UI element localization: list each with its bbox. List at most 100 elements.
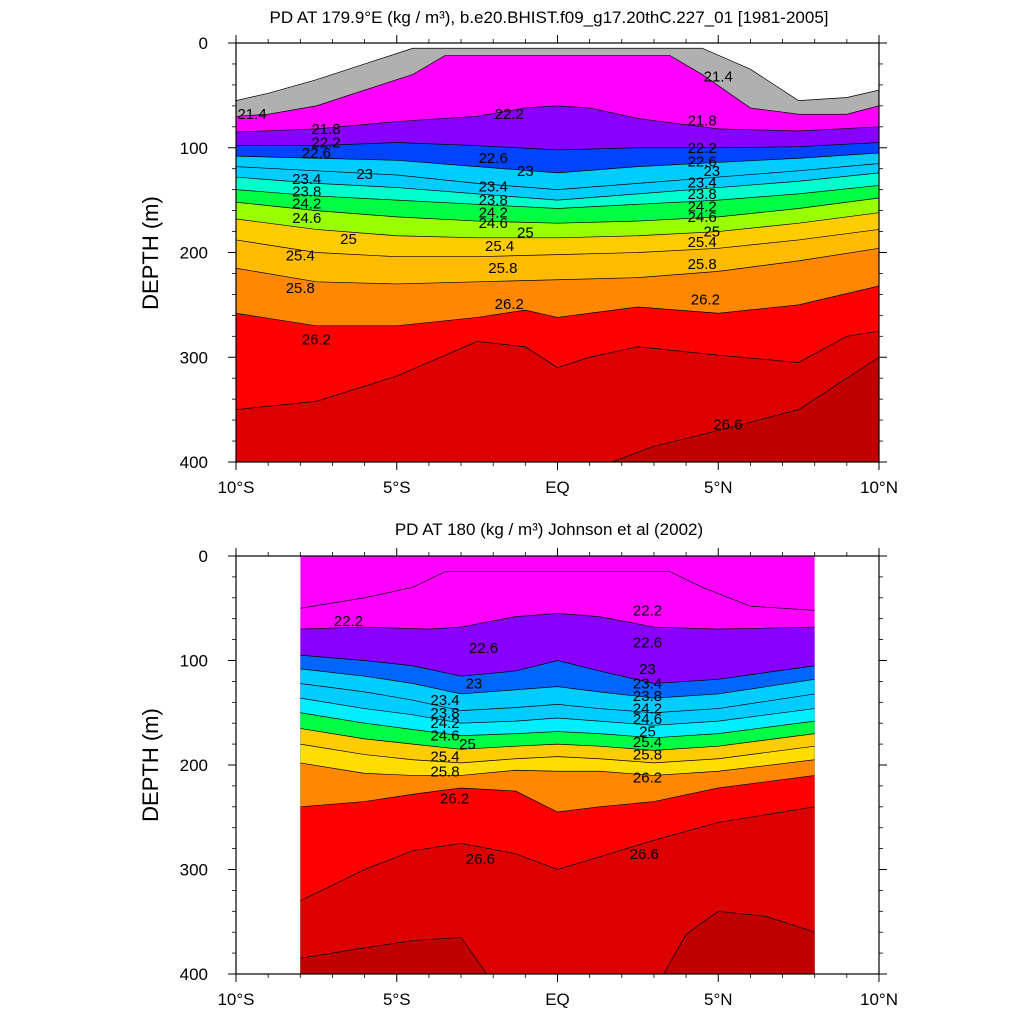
contour-label: 24.2 bbox=[479, 205, 508, 222]
contour-label: 25.8 bbox=[286, 280, 315, 297]
contour-label: 26.6 bbox=[630, 846, 659, 863]
contour-line bbox=[236, 172, 879, 201]
contour-label: 25.4 bbox=[485, 238, 514, 255]
contour-label: 25 bbox=[340, 231, 357, 248]
contour-line bbox=[236, 105, 879, 133]
contour-label: 26.2 bbox=[440, 790, 469, 807]
x-tick-label: 10°N bbox=[860, 990, 898, 1009]
contour-line bbox=[236, 212, 879, 239]
contour-label: 23.8 bbox=[633, 688, 662, 705]
contour-label: 23.8 bbox=[430, 705, 459, 722]
panel-1-axes: 0 100 200 300 400 10°S 5°S EQ 5°N 10°N bbox=[180, 34, 898, 497]
panel-1-plot-area: 21.421.421.8 21.822.222.222.222.6 22.6 22.6… bbox=[236, 43, 879, 462]
contour-line bbox=[300, 775, 815, 813]
contour-label: 23.8 bbox=[479, 192, 508, 209]
contour-line bbox=[300, 683, 815, 714]
contour-line bbox=[300, 712, 815, 739]
contour-fills bbox=[236, 43, 879, 462]
contour-label: 22.6 bbox=[302, 145, 331, 162]
contour-label: 25.8 bbox=[688, 256, 717, 273]
contour-label: 22.2 bbox=[334, 613, 363, 630]
x-tick-label: 5°N bbox=[704, 478, 733, 497]
contour-line bbox=[236, 185, 879, 209]
contour-label: 23.8 bbox=[688, 186, 717, 203]
contour-label: 24.2 bbox=[292, 195, 321, 212]
contour-label: 22.2 bbox=[688, 140, 717, 157]
contour-label: 25.8 bbox=[430, 763, 459, 780]
contour-label: 25.4 bbox=[286, 248, 315, 265]
contour-label: 21.4 bbox=[237, 106, 266, 123]
contour-label: 24.6 bbox=[292, 210, 321, 227]
y-tick-label: 0 bbox=[199, 547, 208, 566]
contour-lines bbox=[300, 571, 815, 974]
contour-label: 24.6 bbox=[479, 215, 508, 232]
panel-2: PD AT 180 (kg / m³) Johnson et al (2002)… bbox=[138, 520, 898, 1009]
contour-band bbox=[236, 331, 879, 462]
y-tick-label: 100 bbox=[180, 652, 208, 671]
contour-label: 26.2 bbox=[633, 770, 662, 787]
contour-label: 23.4 bbox=[633, 675, 662, 692]
contour-fills bbox=[300, 556, 815, 974]
contour-labels: 22.222.222.6 22.6232323.423.423.823.824.2… bbox=[334, 602, 662, 868]
contour-line bbox=[236, 47, 879, 101]
contour-label: 22.6 bbox=[633, 635, 662, 652]
contour-label: 23 bbox=[517, 163, 534, 180]
contour-line bbox=[236, 285, 879, 327]
contour-line bbox=[300, 697, 815, 726]
contour-label: 23.4 bbox=[292, 171, 321, 188]
contour-line bbox=[300, 806, 815, 902]
contour-lines bbox=[236, 47, 879, 462]
x-tick-label: EQ bbox=[545, 478, 570, 497]
contour-line bbox=[300, 613, 815, 630]
contour-line bbox=[236, 142, 879, 151]
contour-line bbox=[300, 654, 815, 684]
contour-label: 24.6 bbox=[688, 209, 717, 226]
contour-label: 24.6 bbox=[430, 728, 459, 745]
y-tick-label: 200 bbox=[180, 244, 208, 263]
contour-line bbox=[236, 163, 879, 191]
y-tick-label: 100 bbox=[180, 139, 208, 158]
x-tick-label: 5°N bbox=[704, 990, 733, 1009]
contour-label: 23 bbox=[639, 661, 656, 678]
x-tick-label: 5°S bbox=[383, 990, 411, 1009]
x-tick-label: 10°S bbox=[217, 990, 254, 1009]
contour-label: 22.6 bbox=[688, 153, 717, 170]
contour-label: 23.4 bbox=[430, 692, 459, 709]
contour-line bbox=[300, 571, 815, 611]
contour-label: 25.4 bbox=[688, 234, 717, 251]
contour-line bbox=[236, 247, 879, 285]
contour-label: 25 bbox=[459, 736, 476, 753]
contour-label: 22.2 bbox=[633, 602, 662, 619]
y-tick-label: 300 bbox=[180, 861, 208, 880]
contour-label: 26.6 bbox=[466, 851, 495, 868]
panel-2-title: PD AT 180 (kg / m³) Johnson et al (2002) bbox=[395, 520, 703, 539]
contour-label: 26.2 bbox=[691, 292, 720, 309]
contour-line bbox=[236, 55, 879, 117]
contour-band bbox=[300, 911, 815, 974]
panel-2-axes: 0 100 200 300 400 10°S 5°S EQ 5°N 10°N bbox=[180, 547, 898, 1009]
x-tick-label: EQ bbox=[545, 990, 570, 1009]
panel-2-y-axis-label: DEPTH (m) bbox=[138, 708, 163, 822]
contour-label: 25 bbox=[517, 225, 534, 242]
panel-1-title: PD AT 179.9°E (kg / m³), b.e20.BHIST.f09… bbox=[269, 8, 828, 27]
contour-line bbox=[300, 668, 815, 699]
contour-label: 23.8 bbox=[292, 184, 321, 201]
contour-label: 24.6 bbox=[633, 711, 662, 728]
x-tick-label: 10°N bbox=[860, 478, 898, 497]
contour-label: 26.2 bbox=[302, 331, 331, 348]
contour-label: 21.8 bbox=[688, 113, 717, 130]
contour-label: 24.2 bbox=[633, 701, 662, 718]
contour-label: 23.4 bbox=[688, 174, 717, 191]
contour-label: 25.8 bbox=[633, 747, 662, 764]
y-tick-label: 0 bbox=[199, 34, 208, 53]
contour-label: 25.8 bbox=[488, 260, 517, 277]
contour-line bbox=[612, 356, 879, 462]
contour-label: 26.6 bbox=[713, 416, 742, 433]
contour-label: 25 bbox=[639, 724, 656, 741]
contour-line bbox=[236, 152, 879, 174]
panel-1-y-axis-label: DEPTH (m) bbox=[138, 196, 163, 310]
contour-label: 21.8 bbox=[311, 121, 340, 138]
contour-label: 25 bbox=[703, 224, 720, 241]
contour-band bbox=[612, 357, 879, 462]
contour-label: 22.2 bbox=[495, 106, 524, 123]
